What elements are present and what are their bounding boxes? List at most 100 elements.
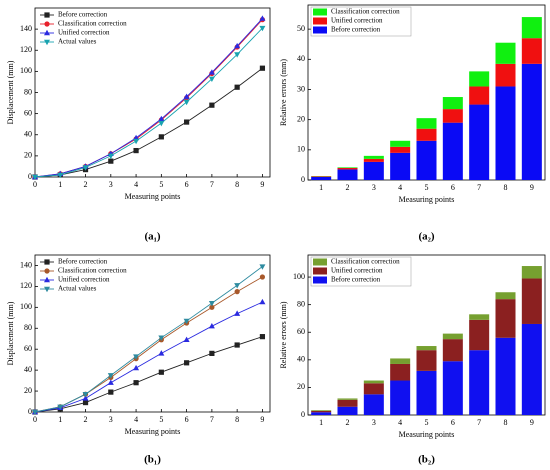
marker xyxy=(133,147,139,154)
marker xyxy=(82,399,89,406)
marker xyxy=(259,298,266,305)
legend-label: Classification correction xyxy=(331,8,400,16)
bar-segment xyxy=(442,339,463,362)
y-tick-label: 0 xyxy=(28,407,32,416)
marker xyxy=(259,25,266,32)
marker xyxy=(32,409,38,416)
bar-segment xyxy=(390,358,411,364)
bar-segment xyxy=(311,176,332,177)
x-tick-label: 4 xyxy=(134,180,138,189)
legend-label: Classification correction xyxy=(58,267,127,275)
series-line xyxy=(34,266,263,413)
y-tick-label: 100 xyxy=(20,302,32,311)
y-tick-label: 40 xyxy=(24,130,32,139)
marker xyxy=(158,115,165,122)
x-tick-label: 1 xyxy=(58,180,62,189)
y-tick-label: 60 xyxy=(297,327,305,336)
bar-segment xyxy=(521,63,542,180)
marker xyxy=(108,389,114,395)
marker xyxy=(82,395,89,401)
series-line xyxy=(34,336,263,413)
chart: 0 20 40 60 80 100 120 140 0 1 2 3 4 5 6 7 8 9 Before corre… xyxy=(6,7,271,243)
legend-label: Before correction xyxy=(331,26,381,34)
legend-swatch xyxy=(313,17,327,25)
bar-segment xyxy=(521,38,542,64)
x-tick-label: 6 xyxy=(451,418,455,427)
marker xyxy=(184,119,190,125)
marker xyxy=(208,322,215,329)
y-axis-label: Relative errors (mm) xyxy=(279,59,288,126)
bar-segment xyxy=(469,104,490,180)
y-tick-label: 100 xyxy=(293,272,305,281)
chart: 0 10 20 30 40 50 1 2 3 4 5 6 7 8 9 Classification corre… xyxy=(279,4,546,243)
marker xyxy=(234,342,240,348)
bar-segment xyxy=(390,363,411,381)
x-tick-label: 5 xyxy=(425,183,429,192)
x-axis-label: Measuring points xyxy=(125,192,181,201)
bar-segment xyxy=(363,380,384,384)
series-line xyxy=(34,276,263,413)
y-tick-label: 20 xyxy=(297,382,305,391)
y-tick-label: 0 xyxy=(301,410,305,419)
marker xyxy=(259,15,266,21)
marker xyxy=(133,138,140,145)
legend-label: Classification correction xyxy=(58,20,127,28)
x-tick-label: 2 xyxy=(346,418,350,427)
x-tick-label: 6 xyxy=(451,183,455,192)
legend-label: Actual values xyxy=(58,285,97,293)
marker xyxy=(108,158,114,164)
x-axis-label: Measuring points xyxy=(399,195,455,204)
marker xyxy=(234,52,241,58)
marker xyxy=(259,65,266,71)
marker xyxy=(234,42,241,49)
bar-segment xyxy=(311,410,332,413)
y-tick-label: 0 xyxy=(28,172,32,181)
legend-marker xyxy=(44,276,50,283)
y-tick-label: 40 xyxy=(24,365,32,374)
marker xyxy=(208,69,215,75)
x-tick-label: 4 xyxy=(398,183,402,192)
x-tick-label: 7 xyxy=(210,415,214,424)
bar-segment xyxy=(521,323,542,415)
x-tick-label: 0 xyxy=(33,415,37,424)
legend-box xyxy=(38,257,138,295)
marker xyxy=(133,364,140,371)
y-tick-label: 80 xyxy=(297,299,305,308)
legend-marker xyxy=(44,259,50,265)
x-tick-label: 5 xyxy=(159,415,163,424)
x-tick-label: 2 xyxy=(84,415,88,424)
x-tick-label: 9 xyxy=(530,183,534,192)
bar-segment xyxy=(521,266,542,279)
legend-label: Before correction xyxy=(58,11,108,19)
marker xyxy=(82,392,89,398)
y-tick-label: 60 xyxy=(24,344,32,353)
bar-segment xyxy=(390,380,411,415)
x-tick-label: 7 xyxy=(477,183,481,192)
y-tick-label: 30 xyxy=(297,84,305,93)
bar-segment xyxy=(337,169,358,180)
legend-swatch xyxy=(313,258,327,266)
bar-segment xyxy=(442,109,463,123)
bar-segment xyxy=(469,350,490,415)
bar-segment xyxy=(311,412,332,415)
marker xyxy=(107,153,114,160)
marker xyxy=(209,102,215,108)
marker xyxy=(158,335,165,341)
x-tick-label: 1 xyxy=(319,418,323,427)
legend-label: Classification correction xyxy=(331,258,400,266)
marker xyxy=(208,76,215,82)
bar-segment xyxy=(311,176,332,180)
x-tick-label: 1 xyxy=(319,183,323,192)
legend-marker xyxy=(44,39,50,46)
bar-segment xyxy=(442,361,463,415)
bar-segment xyxy=(416,128,437,141)
bar-segment xyxy=(442,333,463,340)
chart: 0 20 40 60 80 100 1 2 3 4 5 6 7 8 9 Classification corr… xyxy=(279,254,546,466)
marker xyxy=(209,350,215,356)
marker xyxy=(133,354,140,360)
marker xyxy=(57,404,64,410)
bar-segment xyxy=(521,278,542,324)
plot-frame xyxy=(34,254,271,413)
y-tick-label: 100 xyxy=(20,66,32,75)
bar-segment xyxy=(495,86,516,180)
